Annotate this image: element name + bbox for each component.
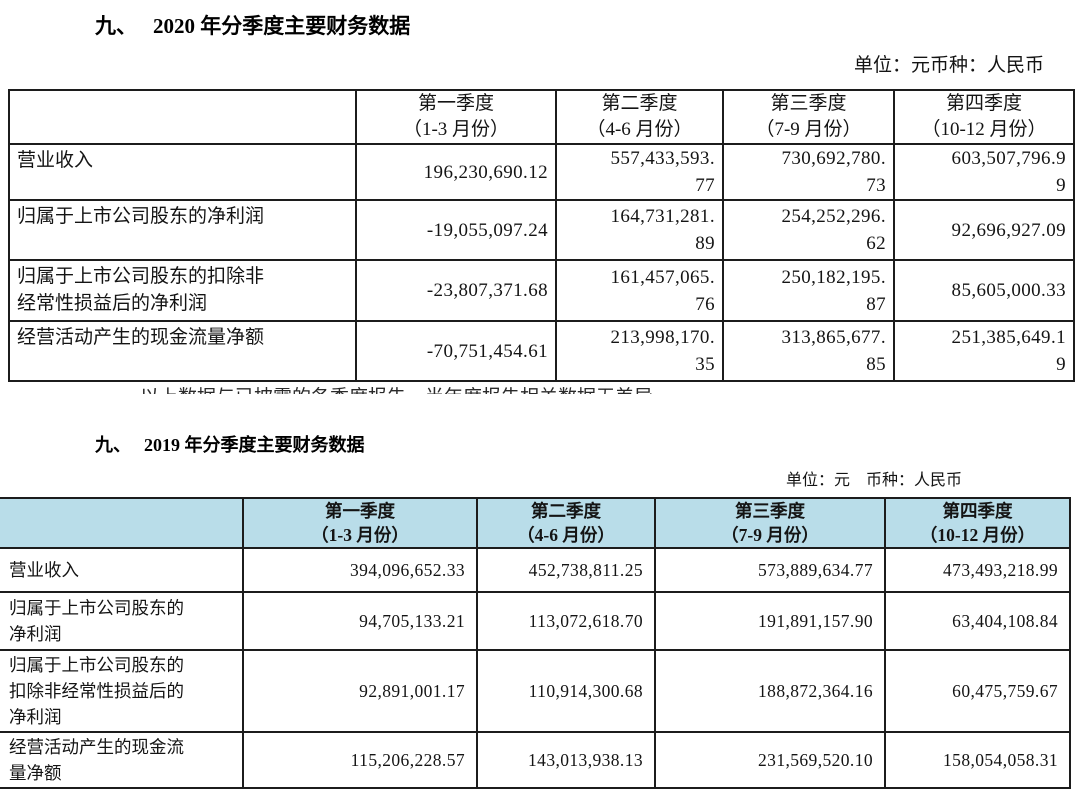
cell-q2: 213,998,170. 35: [555, 320, 724, 382]
section-index: 九、: [95, 14, 137, 38]
cell-q3: 573,889,634.77: [654, 547, 886, 593]
column-header-q2: 第二季度 （4-6 月份）: [555, 89, 724, 145]
cell-q3: 231,569,520.10: [654, 731, 886, 789]
cell-q1: -70,751,454.61: [355, 320, 557, 382]
cell-q3: 250,182,195. 87: [722, 259, 895, 322]
cell-q2: 557,433,593. 77: [555, 143, 724, 201]
section-title-text: 2020 年分季度主要财务数据: [153, 14, 411, 38]
cell-q2: 143,013,938.13: [476, 731, 656, 789]
cell-q2: 452,738,811.25: [476, 547, 656, 593]
cell-q1: 196,230,690.12: [355, 143, 557, 201]
row-label: 归属于上市公司股东的 扣除非经常性损益后的 净利润: [0, 649, 244, 733]
unit-note-2019: 单位：元 币种：人民币: [785, 472, 962, 489]
corner-cell: [8, 89, 357, 145]
row-label: 归属于上市公司股东的扣除非 经常性损益后的净利润: [8, 259, 357, 322]
table-row: 归属于上市公司股东的净利润 -19,055,097.24 164,731,281…: [8, 199, 1075, 261]
row-label: 经营活动产生的现金流 量净额: [0, 731, 244, 789]
row-label: 归属于上市公司股东的净利润: [8, 199, 357, 261]
column-header-q3: 第三季度 （7-9 月份）: [722, 89, 895, 145]
table-header-row: 第一季度 （1-3 月份） 第二季度 （4-6 月份） 第三季度 （7-9 月份…: [8, 89, 1075, 145]
row-label: 经营活动产生的现金流量净额: [8, 320, 357, 382]
column-header-q2: 第二季度 （4-6 月份）: [476, 497, 656, 549]
unit-note-2020: 单位：元币种：人民币: [853, 55, 1044, 76]
table-row: 归属于上市公司股东的扣除非 经常性损益后的净利润 -23,807,371.68 …: [8, 259, 1075, 322]
table-row: 经营活动产生的现金流 量净额 115,206,228.57 143,013,93…: [0, 731, 1071, 789]
quarterly-table-2020: 第一季度 （1-3 月份） 第二季度 （4-6 月份） 第三季度 （7-9 月份…: [8, 89, 1075, 382]
section-2019: 九、 2019 年分季度主要财务数据 单位：元 币种：人民币 第一季度 （1-3 …: [0, 431, 1080, 789]
clipped-text-line: 以上数据与已披露的各季度报告、半年度报告相关数据无差异。: [140, 386, 1080, 394]
section-title-text: 2019 年分季度主要财务数据: [144, 435, 365, 455]
table-header-row: 第一季度 （1-3 月份） 第二季度 （4-6 月份） 第三季度 （7-9 月份…: [0, 497, 1071, 549]
column-header-q4: 第四季度 （10-12 月份）: [884, 497, 1071, 549]
cell-q2: 110,914,300.68: [476, 649, 656, 733]
cell-q2: 161,457,065. 76: [555, 259, 724, 322]
cell-q4: 85,605,000.33: [893, 259, 1075, 322]
row-label: 营业收入: [8, 143, 357, 201]
section-2020: 九、 2020 年分季度主要财务数据 单位：元币种：人民币 第一季度 （1-3 月…: [0, 10, 1080, 394]
section-title-2019: 九、 2019 年分季度主要财务数据: [95, 431, 1080, 457]
cell-q4: 92,696,927.09: [893, 199, 1075, 261]
cell-q1: -23,807,371.68: [355, 259, 557, 322]
table-row: 归属于上市公司股东的 净利润 94,705,133.21 113,072,618…: [0, 591, 1071, 651]
cell-q1: 394,096,652.33: [242, 547, 478, 593]
cell-q4: 63,404,108.84: [884, 591, 1071, 651]
section-title-2020: 九、 2020 年分季度主要财务数据: [95, 10, 1080, 40]
corner-cell: [0, 497, 244, 549]
cell-q4: 251,385,649.1 9: [893, 320, 1075, 382]
cell-q4: 473,493,218.99: [884, 547, 1071, 593]
table-row: 营业收入 394,096,652.33 452,738,811.25 573,8…: [0, 547, 1071, 593]
cell-q2: 164,731,281. 89: [555, 199, 724, 261]
table-row: 归属于上市公司股东的 扣除非经常性损益后的 净利润 92,891,001.17 …: [0, 649, 1071, 733]
cell-q3: 191,891,157.90: [654, 591, 886, 651]
column-header-q3: 第三季度 （7-9 月份）: [654, 497, 886, 549]
cell-q4: 60,475,759.67: [884, 649, 1071, 733]
table-row: 营业收入 196,230,690.12 557,433,593. 77 730,…: [8, 143, 1075, 201]
cell-q3: 254,252,296. 62: [722, 199, 895, 261]
cell-q1: 94,705,133.21: [242, 591, 478, 651]
cell-q3: 730,692,780. 73: [722, 143, 895, 201]
cell-q3: 188,872,364.16: [654, 649, 886, 733]
row-label: 营业收入: [0, 547, 244, 593]
cell-q1: 115,206,228.57: [242, 731, 478, 789]
cell-q2: 113,072,618.70: [476, 591, 656, 651]
cell-q4: 158,054,058.31: [884, 731, 1071, 789]
cell-q1: -19,055,097.24: [355, 199, 557, 261]
table-row: 经营活动产生的现金流量净额 -70,751,454.61 213,998,170…: [8, 320, 1075, 382]
section-index: 九、: [95, 435, 131, 455]
column-header-q4: 第四季度 （10-12 月份）: [893, 89, 1075, 145]
column-header-q1: 第一季度 （1-3 月份）: [242, 497, 478, 549]
column-header-q1: 第一季度 （1-3 月份）: [355, 89, 557, 145]
cell-q3: 313,865,677. 85: [722, 320, 895, 382]
cell-q1: 92,891,001.17: [242, 649, 478, 733]
cell-q4: 603,507,796.9 9: [893, 143, 1075, 201]
row-label: 归属于上市公司股东的 净利润: [0, 591, 244, 651]
quarterly-table-2019: 第一季度 （1-3 月份） 第二季度 （4-6 月份） 第三季度 （7-9 月份…: [0, 497, 1071, 789]
